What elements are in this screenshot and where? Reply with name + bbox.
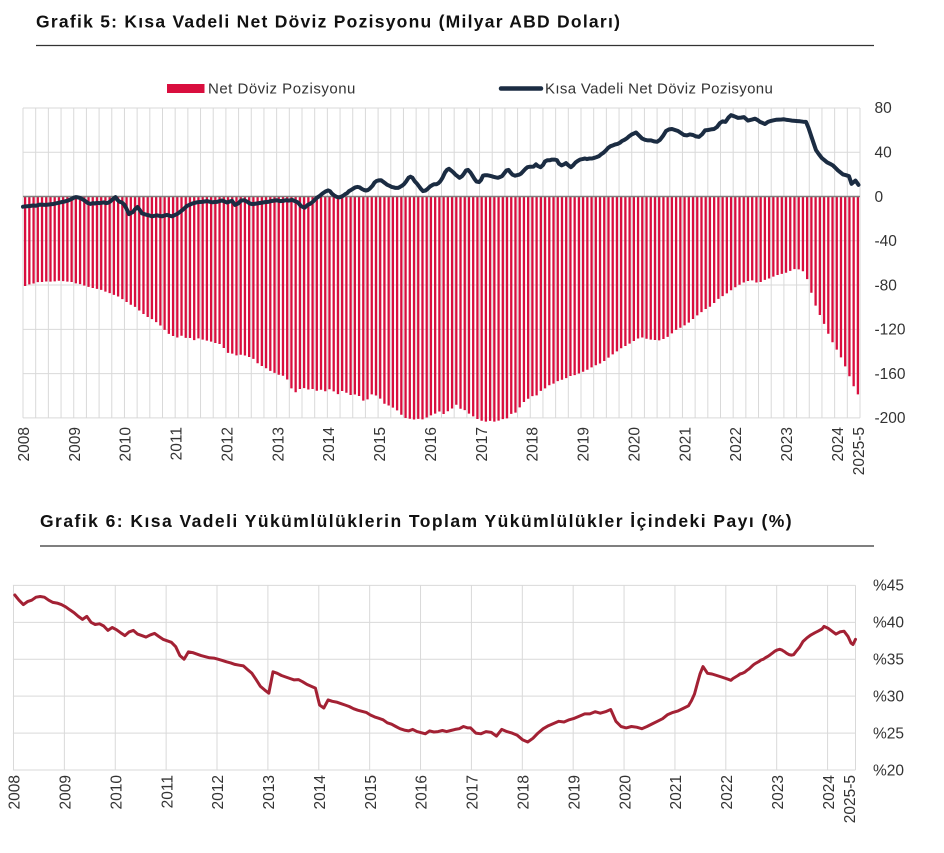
svg-text:2019: 2019 <box>576 427 593 461</box>
svg-text:2016: 2016 <box>414 775 431 809</box>
svg-text:2018: 2018 <box>525 427 542 461</box>
svg-text:2016: 2016 <box>423 427 440 461</box>
svg-text:0: 0 <box>875 189 884 206</box>
svg-text:2013: 2013 <box>261 775 278 809</box>
svg-text:-200: -200 <box>875 410 906 427</box>
svg-text:-160: -160 <box>875 366 906 383</box>
svg-text:40: 40 <box>875 145 893 162</box>
svg-text:2023: 2023 <box>770 775 787 809</box>
svg-text:2011: 2011 <box>159 775 176 808</box>
svg-text:2014: 2014 <box>312 775 329 810</box>
svg-text:2017: 2017 <box>474 427 491 461</box>
svg-text:2012: 2012 <box>219 427 236 461</box>
svg-text:2024: 2024 <box>830 427 847 462</box>
svg-text:2019: 2019 <box>566 775 583 809</box>
svg-text:2014: 2014 <box>321 427 338 462</box>
svg-text:2023: 2023 <box>779 427 796 461</box>
svg-text:Kısa Vadeli Net Döviz Pozisyon: Kısa Vadeli Net Döviz Pozisyonu <box>545 81 773 98</box>
svg-text:2022: 2022 <box>719 775 736 809</box>
svg-text:2021: 2021 <box>677 427 694 461</box>
svg-text:-40: -40 <box>875 233 898 250</box>
svg-text:Net Döviz Pozisyonu: Net Döviz Pozisyonu <box>208 81 356 98</box>
svg-text:2025-5: 2025-5 <box>842 775 859 823</box>
svg-text:2015: 2015 <box>372 427 389 461</box>
svg-text:2017: 2017 <box>465 775 482 809</box>
svg-text:-120: -120 <box>875 322 906 339</box>
svg-text:Grafik 5: Kısa Vadeli Net Dövi: Grafik 5: Kısa Vadeli Net Döviz Pozisyon… <box>36 12 621 32</box>
svg-text:2012: 2012 <box>210 775 227 809</box>
svg-text:%25: %25 <box>873 725 904 742</box>
svg-text:2025-5: 2025-5 <box>851 427 868 475</box>
svg-text:2008: 2008 <box>7 775 24 809</box>
svg-text:%45: %45 <box>873 578 904 595</box>
svg-text:2024: 2024 <box>821 775 838 810</box>
svg-text:Grafik 6: Kısa Vadeli Yükümlül: Grafik 6: Kısa Vadeli Yükümlülüklerin To… <box>40 511 793 531</box>
svg-text:%40: %40 <box>873 615 904 632</box>
svg-text:2022: 2022 <box>728 427 745 461</box>
svg-text:2020: 2020 <box>617 775 634 810</box>
svg-text:80: 80 <box>875 100 893 117</box>
svg-text:%20: %20 <box>873 762 904 779</box>
svg-text:2008: 2008 <box>16 427 33 461</box>
svg-text:2011: 2011 <box>169 427 186 460</box>
svg-text:2018: 2018 <box>516 775 533 809</box>
svg-text:2009: 2009 <box>58 775 75 809</box>
svg-text:2009: 2009 <box>67 427 84 461</box>
svg-text:%30: %30 <box>873 689 904 706</box>
svg-text:2010: 2010 <box>118 427 135 462</box>
svg-text:%35: %35 <box>873 652 904 669</box>
svg-text:2020: 2020 <box>627 427 644 462</box>
svg-text:2013: 2013 <box>270 427 287 461</box>
svg-text:2021: 2021 <box>668 775 685 809</box>
svg-text:2010: 2010 <box>109 775 126 810</box>
svg-text:-80: -80 <box>875 277 898 294</box>
svg-text:2015: 2015 <box>363 775 380 809</box>
